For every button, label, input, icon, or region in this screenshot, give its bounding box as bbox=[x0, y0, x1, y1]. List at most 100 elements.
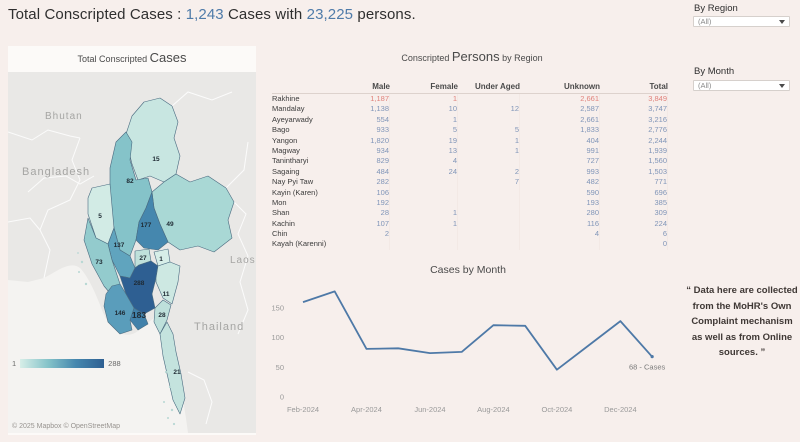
country-label-thailand: Thailand bbox=[194, 321, 244, 333]
cell-value bbox=[458, 94, 520, 105]
region-value-labels: 15 82 5 49 177 137 27 1 73 288 183 146 1… bbox=[95, 156, 181, 376]
table-row[interactable]: Kayin (Karen) 106 590 696 bbox=[272, 187, 668, 198]
cell-value: 1,560 bbox=[600, 156, 668, 167]
table-row[interactable]: Chin 2 4 6 bbox=[272, 229, 668, 240]
column-header-female: Female bbox=[430, 82, 458, 91]
cell-value bbox=[390, 239, 458, 250]
filter-by-region-label: By Region bbox=[694, 3, 738, 14]
cell-value: 106 bbox=[362, 187, 390, 198]
table-row[interactable]: Shan 28 1 280 309 bbox=[272, 208, 668, 219]
cell-value: 482 bbox=[520, 177, 600, 188]
by-region-dropdown[interactable]: (All) bbox=[693, 16, 790, 27]
cases-by-month-chart[interactable]: 0 50 100 150 Feb-2024 Apr-2024 Jun-2024 Aug-202… bbox=[270, 255, 680, 420]
table-title-small-2: by Region bbox=[499, 53, 543, 63]
table-row[interactable]: Tanintharyi 829 4 727 1,560 bbox=[272, 156, 668, 167]
cell-value: 7 bbox=[458, 177, 520, 188]
cell-value: 3,216 bbox=[600, 114, 668, 126]
last-point-annotation: 68 - Cases bbox=[629, 363, 666, 372]
map-label-kayah: 1 bbox=[159, 256, 163, 263]
country-label-bangladesh: Bangladesh bbox=[22, 166, 90, 178]
map-region-ayeyarwady[interactable] bbox=[103, 283, 135, 335]
table-row[interactable]: Nay Pyi Taw 282 7 482 771 bbox=[272, 177, 668, 188]
cell-value: 771 bbox=[600, 177, 668, 188]
table-row[interactable]: Bago 933 5 5 1,833 2,776 bbox=[272, 125, 668, 136]
cell-value: 404 bbox=[520, 135, 600, 146]
cell-value bbox=[458, 229, 520, 240]
map-region-mon[interactable] bbox=[153, 299, 172, 335]
map-label-shan: 49 bbox=[166, 221, 174, 228]
map-label-yangon: 183 bbox=[132, 310, 146, 320]
region-name: Nay Pyi Taw bbox=[272, 177, 314, 187]
map-label-rakhine: 73 bbox=[95, 259, 103, 266]
table-title: Conscripted Persons by Region bbox=[272, 48, 672, 66]
cell-value: 19 bbox=[390, 135, 458, 146]
map-region-kachin[interactable] bbox=[125, 97, 181, 183]
filter-by-month-label: By Month bbox=[694, 66, 735, 77]
map-label-kachin: 15 bbox=[152, 156, 160, 163]
y-axis-tick: 0 bbox=[280, 393, 284, 402]
cell-value: 309 bbox=[600, 208, 668, 219]
cell-value: 5 bbox=[390, 125, 458, 136]
cases-count: 1,243 bbox=[185, 6, 224, 23]
region-name: Rakhine bbox=[272, 94, 300, 103]
myanmar-map: Bhutan Bangladesh Laos Thailand bbox=[8, 72, 256, 433]
by-region-value: (All) bbox=[698, 17, 712, 26]
region-name: Bago bbox=[272, 125, 290, 135]
region-name: Mandalay bbox=[272, 104, 305, 114]
map-attribution[interactable]: © 2025 Mapbox © OpenStreetMap bbox=[12, 423, 120, 430]
cell-value: 6 bbox=[600, 229, 668, 240]
chevron-down-icon bbox=[779, 83, 785, 88]
page-title: Total Conscripted Cases : 1,243 Cases wi… bbox=[8, 6, 416, 23]
table-row[interactable]: Mandalay 1,138 10 12 2,587 3,747 bbox=[272, 104, 668, 115]
cell-value: 2,244 bbox=[600, 135, 668, 146]
y-axis-tick: 150 bbox=[271, 304, 284, 313]
table-panel: Conscripted Persons by Region bbox=[272, 48, 672, 66]
table-row[interactable]: Magway 934 13 1 991 1,939 bbox=[272, 145, 668, 157]
table-header-row: Male Female Under Aged Unknown Total bbox=[272, 82, 668, 94]
cell-value bbox=[390, 197, 458, 209]
cell-value bbox=[458, 208, 520, 219]
title-prefix: Total Conscripted Cases : bbox=[8, 6, 186, 23]
table-row[interactable]: Kayah (Karenni) 0 bbox=[272, 239, 668, 250]
x-axis-tick: Feb-2024 bbox=[287, 405, 319, 414]
map-region-mandalay[interactable] bbox=[135, 191, 169, 251]
last-point-marker[interactable] bbox=[650, 355, 654, 359]
map-title-large: Cases bbox=[149, 50, 187, 65]
cases-line-series[interactable] bbox=[302, 290, 653, 371]
cell-value: 2,776 bbox=[600, 125, 668, 136]
cell-value: 0 bbox=[600, 239, 668, 250]
table-row[interactable]: Mon 192 193 385 bbox=[272, 197, 668, 209]
map-viewport[interactable]: Bhutan Bangladesh Laos Thailand bbox=[8, 72, 256, 433]
table-title-small-1: Conscripted bbox=[401, 53, 452, 63]
table-row[interactable]: Rakhine 1,187 1 2,661 3,849 bbox=[272, 94, 668, 105]
table-row[interactable]: Sagaing 484 24 2 993 1,503 bbox=[272, 166, 668, 178]
table-row[interactable]: Yangon 1,820 19 1 404 2,244 bbox=[272, 135, 668, 146]
cell-value bbox=[458, 114, 520, 126]
region-name: Tanintharyi bbox=[272, 156, 309, 166]
country-label-bhutan: Bhutan bbox=[45, 111, 83, 122]
chart-title: Cases by Month bbox=[430, 264, 506, 276]
table-row[interactable]: Ayeyarwady 554 1 2,661 3,216 bbox=[272, 114, 668, 126]
region-name: Ayeyarwady bbox=[272, 114, 313, 124]
cell-value bbox=[390, 177, 458, 188]
region-name: Shan bbox=[272, 208, 290, 218]
map-label-bago: 288 bbox=[134, 280, 145, 287]
cell-value bbox=[458, 187, 520, 198]
cell-value bbox=[362, 239, 390, 250]
column-header-total: Total bbox=[649, 82, 668, 91]
cell-value: 1,833 bbox=[520, 125, 600, 136]
map-region-tanintharyi[interactable] bbox=[159, 321, 186, 415]
cell-value bbox=[458, 218, 520, 230]
cell-value: 933 bbox=[362, 125, 390, 136]
cell-value bbox=[458, 156, 520, 167]
map-label-naypyitaw: 27 bbox=[139, 255, 147, 262]
cell-value: 4 bbox=[390, 156, 458, 167]
region-name: Kachin bbox=[272, 218, 295, 228]
table-row[interactable]: Kachin 107 1 116 224 bbox=[272, 218, 668, 230]
table-title-large: Persons bbox=[451, 49, 500, 64]
cell-value: 385 bbox=[600, 197, 668, 209]
cell-value: 1 bbox=[390, 94, 458, 105]
by-month-dropdown[interactable]: (All) bbox=[693, 80, 790, 91]
column-header-unknown: Unknown bbox=[564, 82, 600, 91]
map-region-kayin[interactable] bbox=[155, 261, 181, 305]
